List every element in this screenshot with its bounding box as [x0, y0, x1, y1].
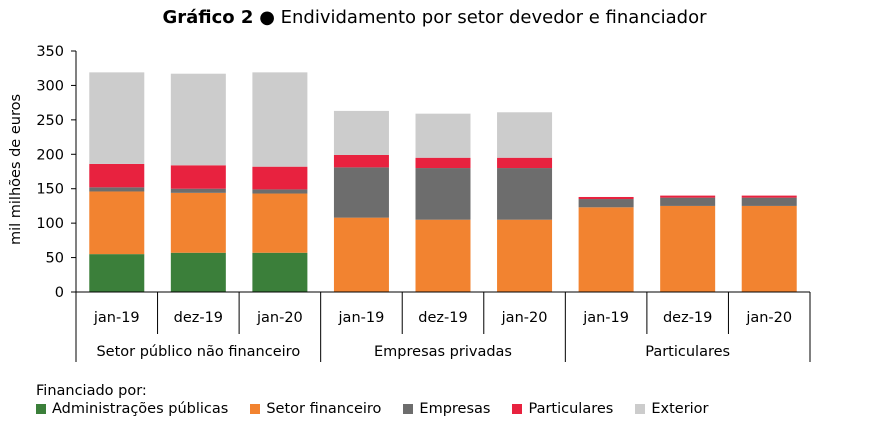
bar-segment: [170, 252, 226, 292]
y-tick-label: 0: [55, 285, 64, 301]
bar-segment: [252, 193, 308, 253]
bar-segment: [497, 168, 553, 220]
bar-segment: [89, 187, 145, 192]
bar-segment: [497, 112, 553, 158]
stacked-bar-chart: 0 50 100 150 200 250 300 350 mil milhões de euro…: [8, 44, 811, 362]
legend-swatch: [36, 404, 46, 414]
bar-segment: [89, 191, 145, 255]
bar-segment: [578, 207, 634, 292]
bar-segment: [170, 73, 226, 166]
bar-segment: [252, 252, 308, 292]
x-tick-label: jan-19: [93, 310, 140, 326]
bar-segment: [660, 195, 716, 198]
legend-label: Exterior: [651, 401, 709, 417]
x-tick-label: jan-20: [745, 310, 792, 326]
bar-segment: [415, 157, 471, 169]
chart-title-text: Endividamento por setor devedor e financ…: [280, 7, 707, 28]
bar-segment: [741, 195, 797, 198]
y-tick-label: 50: [46, 251, 64, 267]
bar-segment: [333, 110, 389, 155]
x-tick-label: jan-19: [338, 310, 385, 326]
bar-segment: [660, 205, 716, 292]
bar-segment: [333, 167, 389, 218]
bar-segment: [333, 154, 389, 168]
x-tick-label: jan-20: [256, 310, 303, 326]
legend-swatch: [635, 404, 646, 414]
bar-segment: [170, 188, 226, 193]
bar-segment: [497, 219, 553, 292]
legend-label: Empresas: [419, 401, 491, 417]
y-tick-label: 150: [36, 182, 64, 198]
bar-segment: [252, 72, 308, 167]
legend-items: Administrações públicas Setor financeiro E…: [36, 401, 731, 417]
x-tick-label: dez-19: [174, 310, 223, 326]
legend-swatch: [250, 404, 261, 414]
legend-item: Setor financeiro: [250, 401, 381, 417]
legend: Financiado por: Administrações públicas S…: [36, 383, 731, 417]
bar-segment: [660, 197, 716, 206]
y-tick-label: 300: [36, 78, 64, 94]
bar-segment: [415, 219, 471, 292]
y-tick-label: 350: [36, 44, 64, 60]
bar-segment: [415, 113, 471, 158]
legend-label: Administrações públicas: [52, 401, 229, 417]
legend-label: Setor financeiro: [266, 401, 382, 417]
bar-segment: [89, 163, 145, 188]
legend-heading: Financiado por:: [36, 383, 147, 399]
chart-title-number: Gráfico 2: [162, 7, 254, 28]
bar-segment: [252, 189, 308, 194]
y-axis-title: mil milhões de euros: [8, 94, 24, 245]
y-tick-label: 250: [36, 113, 64, 129]
x-tick-label: jan-20: [501, 310, 548, 326]
legend-item: Particulares: [512, 401, 613, 417]
legend-item: Empresas: [403, 401, 490, 417]
x-tick-label: jan-19: [582, 310, 629, 326]
bar-segment: [578, 199, 634, 208]
bar-segment: [333, 217, 389, 292]
legend-item: Administrações públicas: [36, 401, 228, 417]
bar-segment: [741, 205, 797, 292]
chart-title: Gráfico 2 ● Endividamento por setor deve…: [0, 7, 869, 28]
bar-segment: [170, 165, 226, 189]
x-tick-label: dez-19: [418, 310, 467, 326]
y-tick-label: 200: [36, 147, 64, 163]
group-label: Setor público não financeiro: [96, 344, 300, 360]
bar-segment: [578, 196, 634, 200]
x-tick-label: dez-19: [663, 310, 712, 326]
group-label: Empresas privadas: [374, 344, 512, 360]
bar-segment: [89, 254, 145, 292]
bar-segment: [170, 192, 226, 253]
chart-title-bullet: ●: [259, 7, 275, 28]
legend-label: Particulares: [528, 401, 614, 417]
bar-segment: [497, 157, 553, 169]
y-tick-label: 100: [36, 216, 64, 232]
legend-swatch: [403, 404, 414, 414]
bar-segment: [741, 197, 797, 206]
legend-swatch: [512, 404, 523, 414]
group-label: Particulares: [645, 344, 730, 360]
legend-item: Exterior: [635, 401, 709, 417]
bar-segment: [89, 72, 145, 164]
bar-segment: [415, 168, 471, 220]
bar-segment: [252, 166, 308, 190]
